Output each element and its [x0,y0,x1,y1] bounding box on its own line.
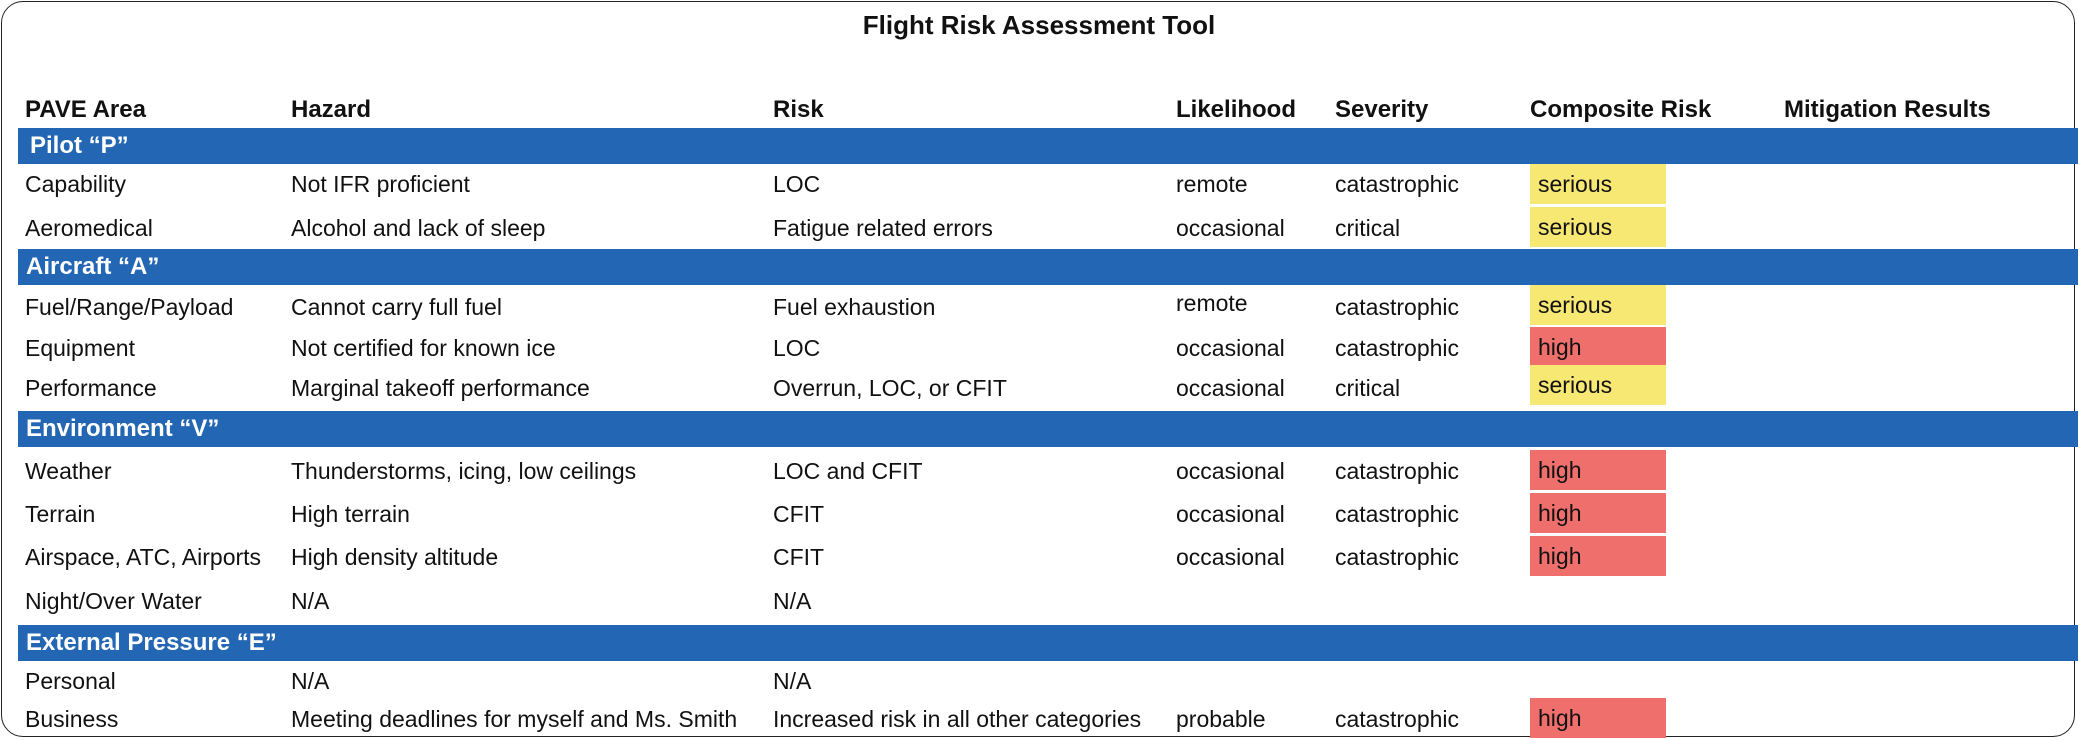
section-band-environment: Environment “V” [18,411,2078,447]
cell-severity: catastrophic [1335,706,1460,732]
cell-risk: LOC [773,335,821,361]
composite-risk-badge: serious [1530,164,1666,204]
cell-hazard: N/A [291,668,330,694]
cell-severity: critical [1335,375,1401,401]
cell-area: Equipment [25,335,135,361]
cell-risk: CFIT [773,544,825,570]
cell-area: Business [25,706,119,732]
composite-risk-badge: high [1530,450,1666,490]
cell-hazard: Meeting deadlines for myself and Ms. Smi… [291,706,738,732]
section-label: Pilot “P” [30,132,129,159]
cell-risk: Overrun, LOC, or CFIT [773,375,1007,401]
composite-risk-badge: serious [1530,365,1666,405]
section-band-external-pressure: External Pressure “E” [18,625,2078,661]
cell-risk: Fatigue related errors [773,215,993,241]
cell-hazard: Not certified for known ice [291,335,556,361]
cell-hazard: Cannot carry full fuel [291,294,502,320]
cell-hazard: Not IFR proficient [291,171,470,197]
cell-likelihood: remote [1176,171,1248,197]
cell-likelihood: occasional [1176,375,1285,401]
cell-hazard: Marginal takeoff performance [291,375,590,401]
cell-hazard: Thunderstorms, icing, low ceilings [291,458,637,484]
cell-likelihood: probable [1176,706,1266,732]
cell-severity: catastrophic [1335,294,1460,320]
composite-risk-badge: high [1530,536,1666,576]
cell-hazard: High density altitude [291,544,499,570]
cell-area: Performance [25,375,157,401]
header-mitigation-results: Mitigation Results [1784,96,1991,123]
composite-risk-badge: high [1530,327,1666,367]
cell-hazard: N/A [291,588,330,614]
cell-risk: Increased risk in all other categories [773,706,1142,732]
cell-likelihood: occasional [1176,544,1285,570]
cell-likelihood: occasional [1176,335,1285,361]
header-risk: Risk [773,96,824,123]
section-band-aircraft: Aircraft “A” [18,249,2078,285]
cell-risk: N/A [773,588,812,614]
header-likelihood: Likelihood [1176,96,1296,123]
section-label: Aircraft “A” [26,253,160,280]
cell-area: Capability [25,171,126,197]
cell-likelihood: occasional [1176,458,1285,484]
cell-severity: catastrophic [1335,335,1460,361]
header-composite-risk: Composite Risk [1530,96,1712,123]
composite-risk-badge: high [1530,698,1666,738]
cell-severity: catastrophic [1335,458,1460,484]
cell-likelihood: occasional [1176,215,1285,241]
cell-area: Aeromedical [25,215,153,241]
cell-risk: N/A [773,668,812,694]
cell-severity: catastrophic [1335,501,1460,527]
cell-risk: LOC [773,171,821,197]
cell-area: Airspace, ATC, Airports [25,544,262,570]
cell-likelihood: occasional [1176,501,1285,527]
header-pave-area: PAVE Area [25,96,146,123]
cell-area: Weather [25,458,112,484]
section-label: External Pressure “E” [26,629,277,656]
cell-area: Fuel/Range/Payload [25,294,234,320]
section-label: Environment “V” [26,415,220,442]
cell-likelihood: remote [1176,290,1248,316]
cell-severity: catastrophic [1335,171,1460,197]
composite-risk-badge: high [1530,493,1666,533]
cell-hazard: Alcohol and lack of sleep [291,215,546,241]
cell-area: Personal [25,668,116,694]
composite-risk-badge: serious [1530,207,1666,247]
cell-area: Night/Over Water [25,588,202,614]
cell-severity: critical [1335,215,1401,241]
cell-risk: Fuel exhaustion [773,294,936,320]
cell-risk: CFIT [773,501,825,527]
header-severity: Severity [1335,96,1429,123]
header-hazard: Hazard [291,96,372,123]
cell-area: Terrain [25,501,96,527]
cell-severity: catastrophic [1335,544,1460,570]
cell-risk: LOC and CFIT [773,458,923,484]
section-band-pilot: Pilot “P” [18,128,2078,164]
composite-risk-badge: serious [1530,285,1666,325]
page-title: Flight Risk Assessment Tool [862,10,1216,40]
cell-hazard: High terrain [291,501,410,527]
